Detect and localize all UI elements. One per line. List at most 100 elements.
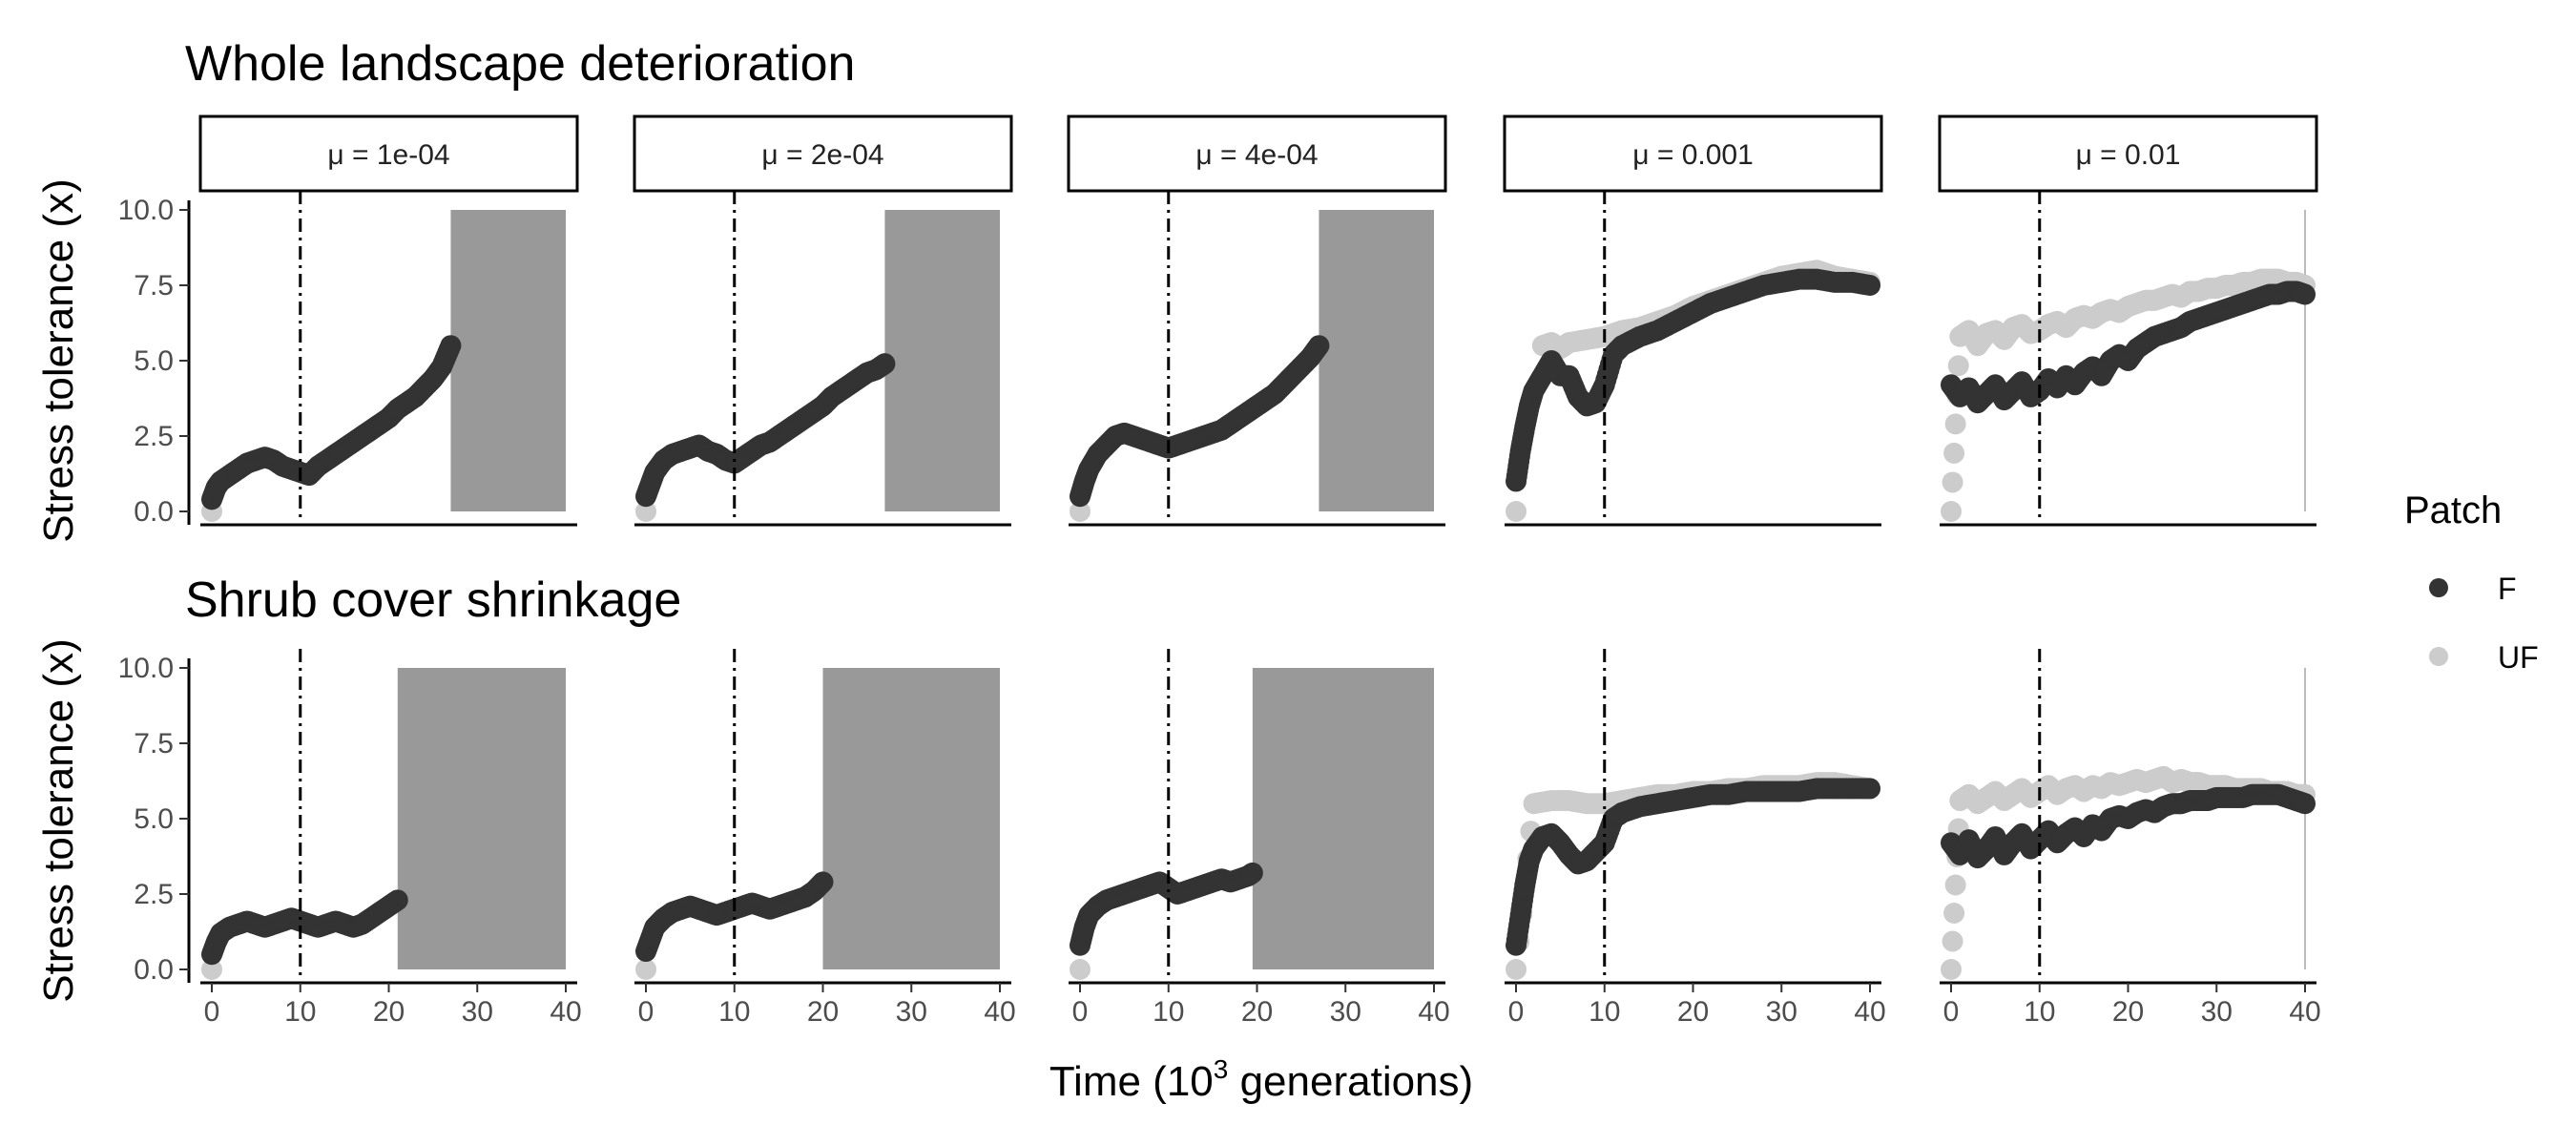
x-tick-label: 30 <box>1766 996 1797 1028</box>
facet-panel-r2-p2: 0 10 20 30 40 <box>634 649 1016 1028</box>
y-axis-title-top: Stress tolerance (x) <box>35 178 82 542</box>
point-f <box>1859 275 1880 296</box>
x-tick-label: 0 <box>1943 996 1960 1028</box>
x-tick-label: 40 <box>550 996 581 1028</box>
x-tick-label: 0 <box>1508 996 1525 1028</box>
y-tick-label: 10.0 <box>118 653 174 684</box>
point-uf-fill <box>1942 930 1963 952</box>
x-tick-label: 0 <box>1072 996 1089 1028</box>
y-tick-label: 0.0 <box>134 954 174 986</box>
y-tick-label: 5.0 <box>134 803 174 835</box>
facet-panel-r2-p1: 0 10 20 30 40 0.0 2.5 5.0 7.5 10.0 <box>118 649 582 1028</box>
x-tick-label: 40 <box>984 996 1015 1028</box>
y-tick-label: 10.0 <box>118 195 174 226</box>
point-uf <box>635 959 656 980</box>
facet-panel-r2-p4: 0 10 20 30 40 <box>1505 649 1886 1028</box>
point-uf-fill <box>1944 413 1966 435</box>
x-axis-title-after: generations) <box>1228 1058 1473 1105</box>
legend-label-uf: UF <box>2498 640 2539 675</box>
facet-grid: μ = 1e-04 0.0 2.5 5.0 7.5 10.0 μ = 2e-04 μ = 4e… <box>118 114 2321 1028</box>
facet-strip-label: μ = 4e-04 <box>1195 139 1318 171</box>
point-f <box>1308 335 1330 357</box>
x-tick-label: 20 <box>373 996 405 1028</box>
x-tick-label: 20 <box>807 996 839 1028</box>
x-tick-label: 10 <box>1153 996 1184 1028</box>
x-tick-label: 30 <box>2201 996 2233 1028</box>
row-title-whole-landscape: Whole landscape deterioration <box>185 36 855 92</box>
legend-key-uf <box>2429 647 2448 666</box>
x-tick-label: 0 <box>204 996 220 1028</box>
x-tick-label: 40 <box>1418 996 1449 1028</box>
x-tick-label: 40 <box>1854 996 1885 1028</box>
facet-panel-r2-p5: 0 10 20 30 40 <box>1940 649 2321 1028</box>
point-f <box>2295 283 2316 305</box>
x-tick-label: 30 <box>1330 996 1361 1028</box>
x-axis-title: Time (103 generations) <box>1049 1054 1473 1105</box>
extinction-region <box>397 668 566 969</box>
point-uf-fill <box>1947 355 1969 377</box>
facet-strip <box>198 114 579 193</box>
x-tick-label: 0 <box>638 996 654 1028</box>
facet-panel-r1-p4: μ = 0.001 <box>1503 114 1883 527</box>
point-uf <box>1506 959 1527 980</box>
facet-strip <box>1067 114 1447 193</box>
x-tick-label: 10 <box>2024 996 2055 1028</box>
point-uf <box>1941 959 1962 980</box>
facet-panel-r1-p1: μ = 1e-04 0.0 2.5 5.0 7.5 10.0 <box>118 114 579 528</box>
x-tick-label: 40 <box>2289 996 2320 1028</box>
x-axis-title-superscript: 3 <box>1214 1054 1229 1084</box>
point-uf-fill <box>1942 471 1963 493</box>
facet-strip <box>1938 114 2318 193</box>
point-f <box>1859 778 1880 800</box>
point-uf <box>1506 501 1527 522</box>
legend-label-f: F <box>2498 572 2517 606</box>
facet-panel-r1-p2: μ = 2e-04 <box>633 114 1013 527</box>
point-f <box>386 889 408 911</box>
point-f <box>2295 793 2316 815</box>
facet-strip-label: μ = 2e-04 <box>761 139 883 171</box>
x-tick-label: 30 <box>462 996 493 1028</box>
extinction-region <box>1319 210 1434 511</box>
facet-strip <box>1503 114 1883 193</box>
point-uf <box>1070 959 1091 980</box>
x-tick-label: 20 <box>2112 996 2144 1028</box>
x-tick-label: 20 <box>1241 996 1273 1028</box>
x-axis-title-before: Time (10 <box>1049 1058 1214 1105</box>
extinction-region <box>884 210 1000 511</box>
point-uf <box>635 501 656 522</box>
extinction-region <box>1252 668 1434 969</box>
y-tick-label: 5.0 <box>134 345 174 377</box>
facet-strip <box>633 114 1013 193</box>
facet-panel-r1-p5: μ = 0.01 <box>1938 114 2318 527</box>
x-tick-label: 30 <box>896 996 927 1028</box>
facet-panel-r1-p3: μ = 4e-04 <box>1067 114 1447 527</box>
point-uf <box>1941 501 1962 522</box>
extinction-region <box>450 210 566 511</box>
point-f <box>812 871 834 893</box>
legend-key-f <box>2429 578 2448 597</box>
point-f <box>1241 862 1263 884</box>
facet-strip-label: μ = 0.01 <box>2076 139 2181 171</box>
x-tick-label: 20 <box>1677 996 1709 1028</box>
point-uf-fill <box>1944 874 1966 896</box>
legend: Patch F UF <box>2404 489 2539 675</box>
facet-panel-r2-p3: 0 10 20 30 40 <box>1069 649 1450 1028</box>
x-tick-label: 10 <box>718 996 750 1028</box>
point-f <box>440 335 462 357</box>
extinction-region <box>822 668 1000 969</box>
row-title-shrub-cover: Shrub cover shrinkage <box>185 572 681 628</box>
point-f <box>874 353 896 375</box>
y-axis-title-bottom: Stress tolerance (x) <box>35 638 82 1002</box>
point-uf-fill <box>1943 442 1965 464</box>
y-tick-label: 7.5 <box>134 270 174 302</box>
point-uf-fill <box>1943 903 1965 925</box>
x-tick-label: 10 <box>284 996 316 1028</box>
y-tick-label: 2.5 <box>134 421 174 452</box>
facet-strip-label: μ = 0.001 <box>1632 139 1754 171</box>
y-tick-label: 7.5 <box>134 728 174 760</box>
x-tick-label: 10 <box>1589 996 1620 1028</box>
facet-strip-label: μ = 1e-04 <box>327 139 449 171</box>
y-tick-label: 0.0 <box>134 496 174 528</box>
point-uf <box>201 959 222 980</box>
